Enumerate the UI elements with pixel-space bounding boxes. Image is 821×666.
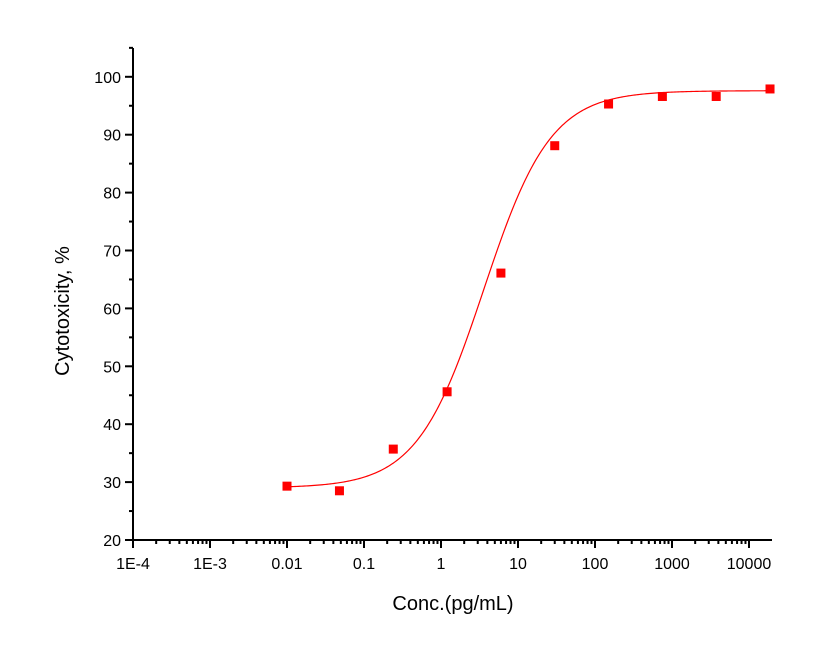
- y-tick-label: 80: [103, 186, 121, 203]
- data-point-marker: [496, 268, 506, 278]
- y-tick-label: 70: [103, 244, 121, 261]
- data-point-marker: [282, 481, 292, 491]
- y-tick-label: 20: [103, 533, 121, 550]
- x-tick-label: 100: [582, 556, 609, 573]
- data-point-marker: [550, 141, 560, 151]
- x-tick-label: 10000: [727, 556, 772, 573]
- x-tick-label: 1E-4: [116, 556, 150, 573]
- y-tick-label: 40: [103, 417, 121, 434]
- axes: 20 30 40 50 60 70 80 90 100 1E-4 1E-3 0.01 0.1 1 10 100…: [94, 46, 772, 573]
- x-tick-label: 1E-3: [193, 556, 227, 573]
- data-point-marker: [334, 486, 344, 496]
- data-point-marker: [604, 99, 614, 109]
- x-tick-label: 10: [509, 556, 527, 573]
- x-tick-label: 0.01: [271, 556, 302, 573]
- data-point-marker: [442, 387, 452, 397]
- fit-curve-path: [286, 90, 771, 488]
- y-axis-title: Cytotoxicity, %: [52, 246, 74, 376]
- data-point-marker: [657, 91, 667, 101]
- x-tick-label: 1000: [654, 556, 690, 573]
- data-point-marker: [388, 444, 398, 454]
- data-point-marker: [765, 84, 775, 94]
- x-axis-title: Conc.(pg/mL): [392, 593, 513, 615]
- data-point-marker: [711, 91, 721, 101]
- y-tick-label: 60: [103, 301, 121, 318]
- y-tick-label: 50: [103, 359, 121, 376]
- y-tick-label: 100: [94, 70, 121, 87]
- y-tick-label: 30: [103, 475, 121, 492]
- y-tick-label: 90: [103, 128, 121, 145]
- x-tick-label: 1: [437, 556, 446, 573]
- fit-curve: [286, 90, 771, 488]
- data-points: [282, 84, 775, 496]
- x-tick-label: 0.1: [353, 556, 375, 573]
